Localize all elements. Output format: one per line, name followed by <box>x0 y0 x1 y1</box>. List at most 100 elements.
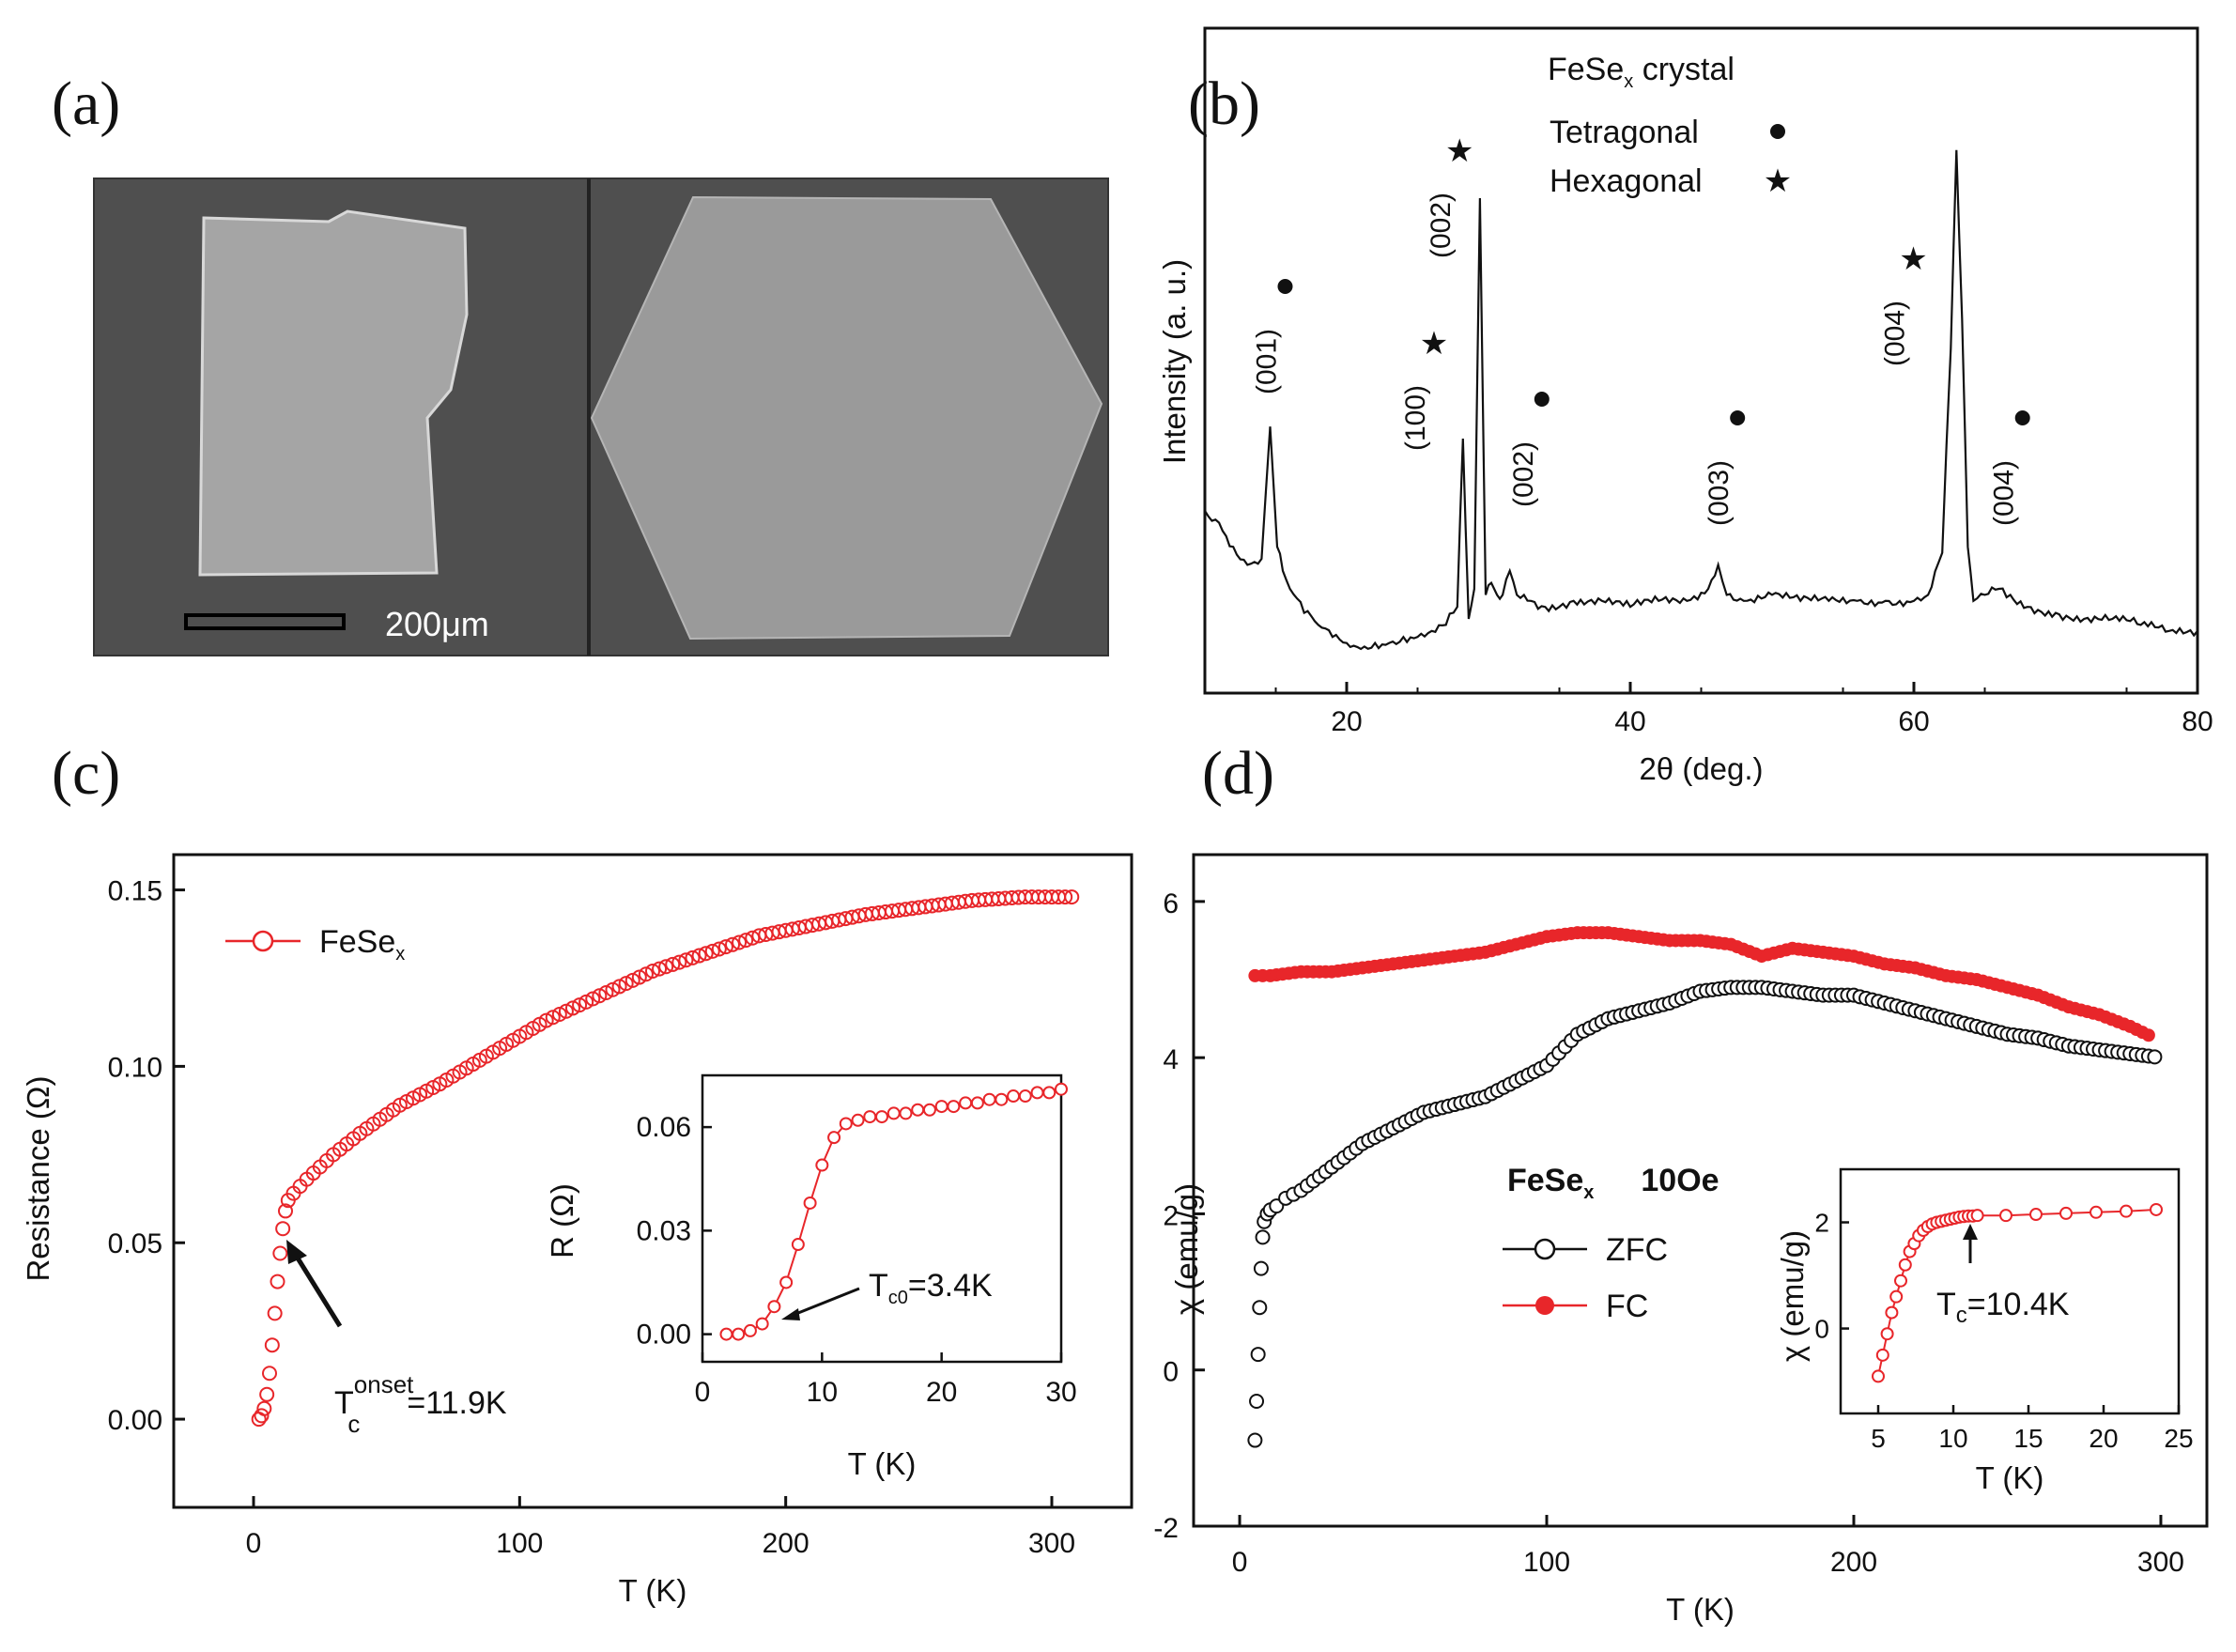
inset-point-d <box>1885 1305 1899 1320</box>
inset-point-c <box>839 1117 853 1131</box>
inset-x-tick-label-d: 25 <box>2164 1424 2193 1453</box>
data-point-c <box>652 961 668 977</box>
inset-x-tick-label-d: 15 <box>2013 1424 2043 1453</box>
data-point-c <box>698 946 714 962</box>
inset-x-tick-label-c: 30 <box>1045 1377 1076 1408</box>
inset-x-axis-label-d: T (K) <box>1976 1460 2044 1495</box>
x-tick-label-b: 40 <box>1614 706 1645 737</box>
hex-crystal <box>590 195 1103 641</box>
y-tick-label-c: 0.10 <box>108 1052 162 1083</box>
peak-label: (001) <box>1252 329 1283 394</box>
inset-point-c <box>1030 1086 1044 1100</box>
inset-point-c <box>995 1092 1009 1106</box>
inset-y-tick-label-c: 0.06 <box>637 1112 691 1143</box>
inset-x-tick-label-c: 0 <box>695 1377 711 1408</box>
inset-y-tick-label-d: 2 <box>1814 1209 1829 1238</box>
inset-arrowhead-d <box>1963 1224 1978 1240</box>
y-tick-label-d: 4 <box>1163 1044 1179 1075</box>
x-tick-label-d: 200 <box>1830 1547 1877 1578</box>
inset-point-d <box>1970 1209 1984 1223</box>
legend-marker-dot <box>1770 124 1785 139</box>
plot-frame-c <box>172 853 1133 1509</box>
x-tick-label-c: 200 <box>763 1528 810 1559</box>
peak-label: (002) <box>1508 441 1539 507</box>
x-tick-label-c: 100 <box>496 1528 543 1559</box>
legend-marker-c <box>252 930 274 952</box>
data-point-c <box>665 956 681 972</box>
legend-entry-b: Tetragonal <box>1550 115 1699 150</box>
data-point-c <box>738 933 754 949</box>
inset-point-c <box>779 1275 794 1289</box>
data-point-c <box>645 963 660 979</box>
data-point-zfc <box>1250 1347 1266 1363</box>
inset-point-c <box>1055 1082 1068 1096</box>
inset-x-tick-label-d: 10 <box>1938 1424 1967 1453</box>
xrd-series <box>1204 149 2198 651</box>
x-axis-label-d: T (K) <box>1666 1592 1735 1627</box>
inset-point-c <box>911 1103 925 1117</box>
chart-b-xrd: 20 40 60 80 2θ (deg.) Intensity (a. u.) (001) (… <box>1157 26 2213 786</box>
x-tick-label-c: 0 <box>246 1528 262 1559</box>
legend-marker-zfc <box>1534 1238 1556 1260</box>
legend-title-d: FeSex 10Oe <box>1507 1163 1719 1203</box>
inset-point-c <box>732 1327 746 1341</box>
data-point-c <box>270 1274 285 1289</box>
inset-annotation-c: Tc0=3.4K <box>869 1268 993 1308</box>
peak-label: (002) <box>1426 193 1457 258</box>
legend-marker-star: ★ <box>1764 163 1792 199</box>
data-point-c <box>725 936 740 952</box>
inset-point-c <box>875 1110 888 1124</box>
inset-point-c <box>743 1323 757 1337</box>
peak-label: (003) <box>1704 460 1735 526</box>
y-tick-label-c: 0.15 <box>108 876 162 907</box>
y-axis-label-b: Intensity (a. u.) <box>1157 259 1192 464</box>
inset-point-d <box>1999 1209 2012 1223</box>
inset-point-d <box>2059 1206 2073 1220</box>
data-point-c <box>732 934 748 950</box>
data-point-c <box>262 1366 277 1382</box>
y-tick-label-d: 2 <box>1163 1200 1179 1231</box>
panel-label-b: (b) <box>1188 69 1260 138</box>
inset-x-tick-label-d: 5 <box>1871 1424 1886 1453</box>
inset-point-c <box>755 1317 769 1331</box>
inset-point-d <box>1880 1327 1894 1341</box>
inset-arrow-c <box>793 1287 860 1317</box>
data-point-fc <box>2141 1028 2155 1042</box>
inset-x-tick-label-c: 10 <box>807 1377 838 1408</box>
data-point-zfc <box>1255 1229 1271 1245</box>
data-point-zfc <box>2147 1049 2163 1065</box>
data-point-zfc <box>1252 1300 1268 1316</box>
inset-y-tick-label-d: 0 <box>1814 1315 1829 1344</box>
peak-marker-dot <box>2014 410 2030 425</box>
annotation-tc-onset: Tonset c=11.9K <box>334 1370 507 1438</box>
legend-entry-b: Hexagonal <box>1550 163 1703 199</box>
inset-point-d <box>2090 1205 2103 1219</box>
arrow-shaft-c <box>294 1255 343 1328</box>
data-point-c <box>685 950 701 965</box>
x-tick-label-d: 300 <box>2137 1547 2184 1578</box>
inset-point-c <box>934 1100 948 1114</box>
inset-point-c <box>970 1096 984 1110</box>
data-point-c <box>264 1337 280 1353</box>
legend-label-c: FeSex <box>319 924 405 965</box>
data-point-c <box>745 930 761 946</box>
x-tick-label-c: 300 <box>1028 1528 1075 1559</box>
data-point-c <box>267 1305 283 1321</box>
inset-y-axis-label-d: χ (emu/g) <box>1775 1230 1810 1362</box>
peak-marker-dot <box>1277 279 1293 294</box>
inset-point-d <box>2029 1208 2043 1222</box>
x-tick-label-b: 20 <box>1331 706 1362 737</box>
legend-marker-fc <box>1535 1296 1554 1315</box>
data-point-c <box>704 943 720 959</box>
peak-marker-dot <box>1730 410 1746 425</box>
y-axis-label-c: Resistance (Ω) <box>21 1075 55 1281</box>
peak-marker-dot <box>1534 392 1550 407</box>
y-tick-label-c: 0.00 <box>108 1405 162 1436</box>
panel-label-a: (a) <box>52 69 120 138</box>
inset-point-c <box>767 1300 781 1314</box>
inset-point-c <box>922 1103 936 1117</box>
x-tick-label-b: 80 <box>2182 706 2213 737</box>
rect-crystal <box>198 209 469 577</box>
